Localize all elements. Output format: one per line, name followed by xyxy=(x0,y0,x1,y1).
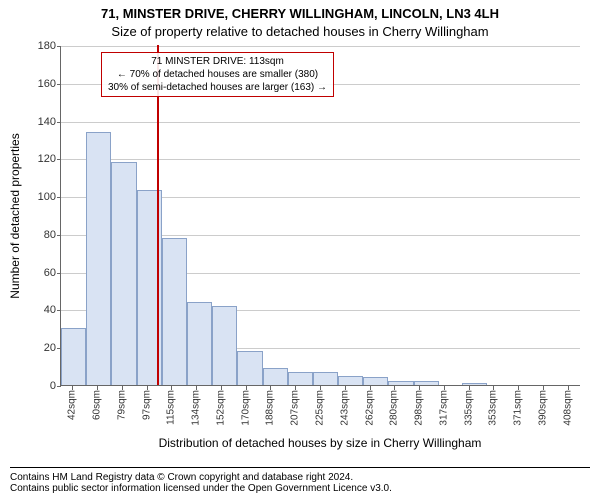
histogram-bar xyxy=(414,381,439,385)
y-axis-ticks: 020406080100120140160180 xyxy=(26,46,60,386)
histogram-bar xyxy=(61,328,86,385)
annotation-line-2: ← 70% of detached houses are smaller (38… xyxy=(108,68,327,81)
histogram-bar xyxy=(212,306,237,385)
histogram-bar xyxy=(462,383,487,385)
plot-area: 71 MINSTER DRIVE: 113sqm ← 70% of detach… xyxy=(60,46,580,386)
histogram-bar xyxy=(187,302,212,385)
chart-title-address: 71, MINSTER DRIVE, CHERRY WILLINGHAM, LI… xyxy=(0,6,600,21)
footer-line-2: Contains public sector information licen… xyxy=(10,483,590,494)
y-tick-label: 180 xyxy=(26,40,56,52)
histogram-bar xyxy=(263,368,288,385)
histogram-bar xyxy=(338,376,363,385)
histogram-bar xyxy=(313,372,338,385)
y-tick-label: 140 xyxy=(26,116,56,128)
histogram-bar xyxy=(363,377,388,385)
histogram-bar xyxy=(388,381,413,385)
histogram-bar xyxy=(288,372,313,385)
footer-line-1: Contains HM Land Registry data © Crown c… xyxy=(10,472,590,483)
histogram-bar xyxy=(111,162,136,385)
annotation-line-1: 71 MINSTER DRIVE: 113sqm xyxy=(108,55,327,68)
x-axis-title: Distribution of detached houses by size … xyxy=(60,436,580,450)
y-tick-label: 80 xyxy=(26,229,56,241)
histogram-bar xyxy=(237,351,262,385)
y-tick-label: 0 xyxy=(26,380,56,392)
y-tick-label: 40 xyxy=(26,304,56,316)
histogram-bar xyxy=(86,132,111,385)
annotation-line-3: 30% of semi-detached houses are larger (… xyxy=(108,81,327,94)
chart-subtitle: Size of property relative to detached ho… xyxy=(0,24,600,39)
chart-container: 71, MINSTER DRIVE, CHERRY WILLINGHAM, LI… xyxy=(0,0,600,500)
y-tick-label: 20 xyxy=(26,342,56,354)
histogram-bar xyxy=(162,238,187,385)
y-tick-label: 160 xyxy=(26,78,56,90)
y-tick-label: 60 xyxy=(26,267,56,279)
annotation-box: 71 MINSTER DRIVE: 113sqm ← 70% of detach… xyxy=(101,52,334,97)
footer-attribution: Contains HM Land Registry data © Crown c… xyxy=(10,467,590,494)
y-tick-label: 120 xyxy=(26,153,56,165)
y-tick-label: 100 xyxy=(26,191,56,203)
